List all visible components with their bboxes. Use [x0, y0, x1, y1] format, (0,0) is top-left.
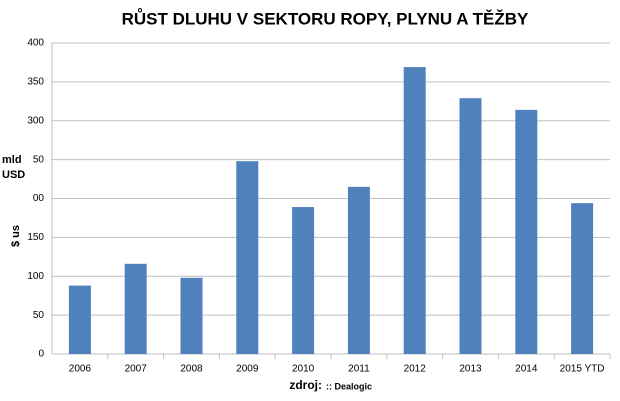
y-tick-label: 0	[38, 349, 44, 360]
y-tick-label: 100	[27, 271, 44, 282]
x-tick-label: 2013	[459, 364, 482, 375]
x-tick-label: 2007	[125, 364, 148, 375]
bar	[124, 263, 147, 354]
x-tick-label: 2012	[404, 364, 427, 375]
bar	[292, 207, 315, 354]
x-tick-label: 2008	[180, 364, 203, 375]
x-axis-label: zdroj:	[289, 378, 322, 392]
y-tick-label: 00	[33, 193, 45, 204]
x-tick-label: 2014	[515, 364, 538, 375]
y-tick-label: 350	[27, 77, 44, 88]
y-tick-label: 150	[27, 232, 44, 243]
bar	[236, 161, 259, 354]
x-tick-label: 2011	[348, 364, 370, 375]
x-tick-label: 2009	[236, 364, 259, 375]
bar	[459, 98, 482, 354]
bar	[571, 203, 594, 354]
bar	[68, 285, 91, 354]
y-axis-label: USD	[2, 169, 25, 181]
y-axis-label: mld	[2, 154, 22, 166]
y-tick-label: 50	[33, 310, 45, 321]
y-tick-label: 50	[33, 154, 45, 165]
bar	[180, 277, 203, 354]
chart-title: RŮST DLUHU V SEKTORU ROPY, PLYNU A TĚŽBY	[122, 8, 529, 28]
x-tick-label: 2006	[69, 364, 92, 375]
y-tick-label: 400	[27, 38, 44, 49]
bar	[347, 186, 370, 354]
x-tick-label: 2015 YTD	[560, 364, 605, 375]
x-tick-label: 2010	[292, 364, 315, 375]
y-axis-label-rotated: $ us	[10, 225, 22, 247]
bar	[403, 67, 426, 354]
y-tick-label: 300	[27, 115, 44, 126]
bar	[515, 109, 538, 355]
x-axis-source: :: Dealogic	[326, 381, 372, 391]
